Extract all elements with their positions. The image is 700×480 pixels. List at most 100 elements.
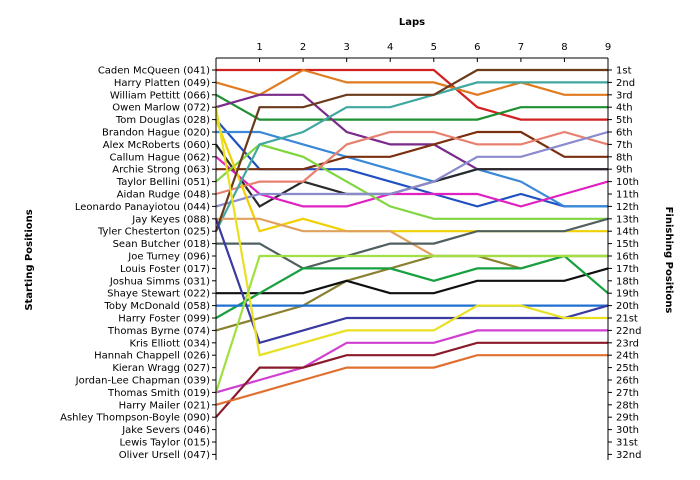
starting-position-label: Hannah Chappell (026) <box>94 351 210 362</box>
axis-labels: 1 2 3 4 5 6 7 8 9 Caden McQueen (041) 1st Harry Pla… <box>60 42 641 461</box>
finishing-position-label: 3rd <box>616 90 633 101</box>
series-line-10 <box>215 143 608 220</box>
finishing-position-label: 8th <box>616 152 633 163</box>
x-tick-label: 4 <box>387 42 393 53</box>
finishing-position-label: 6th <box>616 128 633 139</box>
finishing-position-label: 12th <box>616 202 639 213</box>
starting-position-label: Thomas Byrne (074) <box>107 326 210 337</box>
x-axis-title: Laps <box>399 17 425 28</box>
starting-position-label: Kieran Wragg (027) <box>112 363 210 374</box>
series-line-15 <box>216 217 608 258</box>
starting-position-label: Aidan Rudge (048) <box>117 190 210 201</box>
starting-position-label: Brandon Hague (020) <box>102 128 210 139</box>
finishing-position-label: 1st <box>616 66 632 77</box>
starting-position-label: Joshua Simms (031) <box>109 276 210 287</box>
finishing-position-label: 31st <box>616 438 638 449</box>
series-line-26 <box>215 354 608 406</box>
starting-position-label: Taylor Bellini (051) <box>116 177 210 188</box>
series-lines <box>214 68 609 418</box>
starting-position-label: Harry Mailer (021) <box>119 400 211 411</box>
starting-position-label: Lewis Taylor (015) <box>120 438 211 449</box>
finishing-position-label: 13th <box>616 214 639 225</box>
finishing-position-label: 25th <box>616 363 639 374</box>
finishing-position-label: 11th <box>616 190 639 201</box>
finishing-position-label: 16th <box>616 252 639 263</box>
series-line-8 <box>215 155 609 208</box>
finishing-position-label: 23rd <box>616 338 639 349</box>
finishing-position-label: 2nd <box>616 78 635 89</box>
starting-position-label: Harry Platten (049) <box>114 78 210 89</box>
finishing-position-label: 20th <box>616 301 639 312</box>
tick-marks <box>212 58 612 455</box>
finishing-position-label: 19th <box>616 289 639 300</box>
chart-axes <box>215 57 609 460</box>
x-tick-label: 9 <box>605 42 611 53</box>
starting-position-label: Owen Marlow (072) <box>112 103 210 114</box>
x-tick-label: 6 <box>474 42 480 53</box>
starting-position-label: William Pettitt (066) <box>110 90 210 101</box>
starting-position-label: Oliver Ursell (047) <box>119 450 210 461</box>
series-line-9 <box>216 130 608 171</box>
finishing-position-label: 24th <box>616 351 639 362</box>
starting-position-label: Louis Foster (017) <box>120 264 210 275</box>
starting-position-label: Thomas Smith (019) <box>107 388 210 399</box>
finishing-position-label: 17th <box>616 264 639 275</box>
finishing-position-label: 26th <box>616 376 639 387</box>
series-line-20 <box>215 254 609 319</box>
starting-position-label: Jordan-Lee Chapman (039) <box>75 376 210 387</box>
series-line-14 <box>215 81 608 232</box>
x-tick-label: 1 <box>256 42 262 53</box>
finishing-position-label: 22nd <box>616 326 641 337</box>
finishing-position-label: 7th <box>616 140 633 151</box>
starting-position-label: Alex McRoberts (060) <box>103 140 210 151</box>
starting-position-label: Joe Turney (096) <box>127 252 210 263</box>
starting-position-label: Jake Severs (046) <box>121 425 210 436</box>
series-line-12 <box>215 130 609 208</box>
series-line-19 <box>216 267 609 295</box>
x-tick-label: 2 <box>300 42 306 53</box>
series-line-23 <box>214 107 608 357</box>
left-axis-title: Starting Positions <box>24 209 35 310</box>
finishing-position-label: 14th <box>616 227 639 238</box>
right-axis-title: Finishing Positions <box>663 207 674 314</box>
x-tick-label: 5 <box>431 42 437 53</box>
series-line-27 <box>214 254 608 393</box>
starting-position-label: Toby McDonald (058) <box>103 301 210 312</box>
series-line-16 <box>214 68 608 232</box>
x-tick-label: 8 <box>561 42 567 53</box>
starting-position-label: Jay Keyes (088) <box>131 214 210 225</box>
finishing-position-label: 28th <box>616 400 639 411</box>
series-line-2 <box>215 68 608 96</box>
starting-position-label: Leonardo Panayiotou (044) <box>75 202 210 213</box>
series-line-24 <box>215 329 608 394</box>
finishing-position-label: 10th <box>616 177 639 188</box>
finishing-position-label: 27th <box>616 388 639 399</box>
series-line-25 <box>215 341 608 418</box>
starting-position-label: Kris Elliott (034) <box>129 338 210 349</box>
starting-position-label: Harry Foster (099) <box>118 314 210 325</box>
starting-position-label: Tom Douglas (028) <box>115 115 210 126</box>
starting-position-label: Sean Butcher (018) <box>113 239 211 250</box>
finishing-position-label: 9th <box>616 165 633 176</box>
finishing-position-label: 18th <box>616 276 639 287</box>
series-line-22 <box>214 218 609 345</box>
finishing-position-label: 5th <box>616 115 633 126</box>
starting-position-label: Shaye Stewart (022) <box>107 289 210 300</box>
finishing-position-label: 4th <box>616 103 633 114</box>
starting-position-label: Tyler Chesterton (025) <box>97 227 210 238</box>
starting-position-label: Archie Strong (063) <box>112 165 210 176</box>
starting-position-label: Caden McQueen (041) <box>98 66 210 77</box>
finishing-position-label: 15th <box>616 239 639 250</box>
finishing-position-label: 21st <box>616 314 638 325</box>
series-line-1 <box>216 68 608 121</box>
series-line-11 <box>215 130 609 196</box>
starting-position-label: Ashley Thompson-Boyle (090) <box>60 413 210 424</box>
series-line-3 <box>215 93 608 121</box>
x-tick-label: 3 <box>343 42 349 53</box>
x-tick-label: 7 <box>518 42 524 53</box>
finishing-position-label: 32nd <box>616 450 641 461</box>
finishing-position-label: 29th <box>616 413 639 424</box>
finishing-position-label: 30th <box>616 425 639 436</box>
starting-position-label: Callum Hague (062) <box>110 152 211 163</box>
